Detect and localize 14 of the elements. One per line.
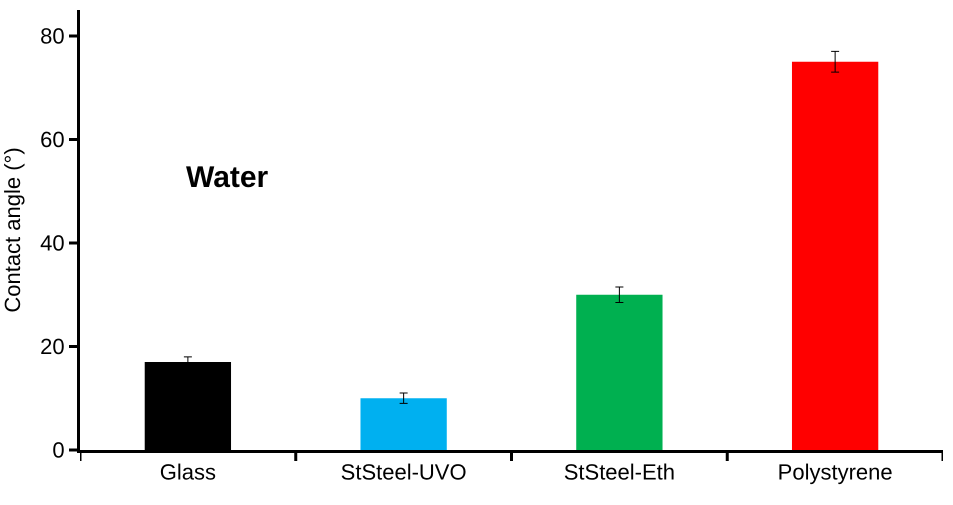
annotation: Water bbox=[186, 161, 269, 194]
x-tick-label: StSteel-UVO bbox=[340, 459, 467, 484]
y-tick-label: 40 bbox=[40, 230, 65, 256]
y-tick-label: 60 bbox=[40, 127, 65, 152]
y-tick-label: 20 bbox=[40, 334, 65, 360]
y-tick-label: 0 bbox=[52, 438, 65, 463]
bar bbox=[792, 62, 878, 450]
bar bbox=[360, 398, 447, 450]
x-tick-label: Polystyrene bbox=[778, 459, 893, 484]
x-tick-label: Glass bbox=[160, 459, 216, 484]
bar bbox=[576, 294, 663, 450]
y-axis-title: Contact angle (°) bbox=[0, 147, 25, 313]
y-tick-label: 80 bbox=[40, 24, 65, 49]
x-tick-label: StSteel-Eth bbox=[564, 459, 676, 484]
